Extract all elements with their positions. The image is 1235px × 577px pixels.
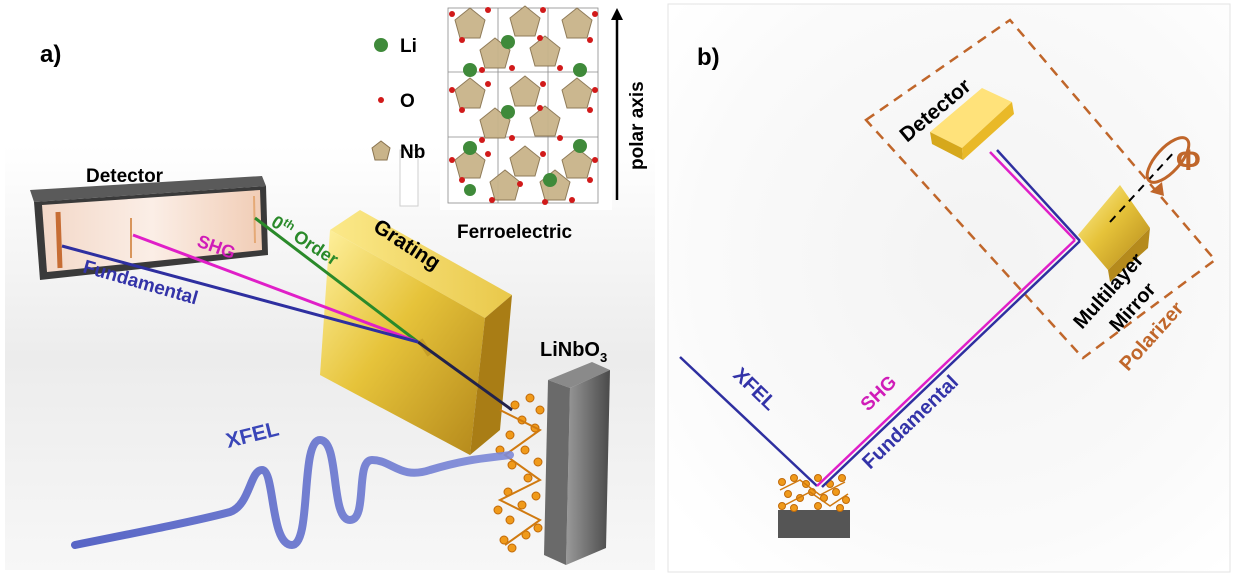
polar-axis-label: polar axis [627, 81, 648, 170]
fundamental-reflected-beam [996, 149, 1081, 242]
panel-b: b) Detector [667, 3, 1231, 573]
nb-legend-icon [371, 140, 391, 161]
incident-beam-a [417, 340, 513, 412]
rotation-axis [1109, 149, 1177, 223]
crystal-lattice [447, 5, 599, 205]
rotation-arrowhead-icon [1150, 182, 1164, 196]
li-legend-icon [374, 38, 388, 52]
sample-a-label: LiNbO3 [540, 339, 607, 365]
multilayer-mirror [1078, 185, 1150, 282]
legend-nb-label: Nb [400, 142, 425, 163]
crystal-inset: Li O Nb [371, 4, 648, 243]
shg-reflected-beam [989, 151, 1076, 241]
fundamental-beam-b [821, 240, 1081, 488]
sample-b [778, 474, 850, 538]
detector-a-label: Detector [86, 166, 164, 187]
ferroelectric-caption: Ferroelectric [457, 222, 573, 243]
grating-a [320, 210, 512, 455]
sample-a [493, 362, 610, 565]
xfel-beam-b [679, 356, 818, 487]
zero-order-beam [254, 216, 419, 344]
shg-beam-b [816, 239, 1076, 487]
legend-li-label: Li [400, 36, 417, 57]
legend-o-label: O [400, 91, 415, 112]
panel-a: a) Detector Grating 0th Order SHG Fundam… [5, 41, 655, 570]
panel-b-label: b) [697, 44, 720, 71]
o-legend-icon [378, 97, 384, 103]
detector-a [30, 176, 268, 280]
panel-b-background [667, 3, 1231, 573]
phi-label: Φ [1176, 144, 1201, 177]
rotation-arrow-icon [1145, 136, 1191, 184]
detector-b [930, 88, 1014, 160]
xfel-wave-a [71, 435, 514, 550]
panel-a-label: a) [40, 41, 61, 68]
legend-box [399, 149, 419, 207]
polar-axis-arrowhead [611, 8, 623, 20]
shg-beam-a [132, 233, 419, 344]
fundamental-beam-a [61, 244, 419, 344]
